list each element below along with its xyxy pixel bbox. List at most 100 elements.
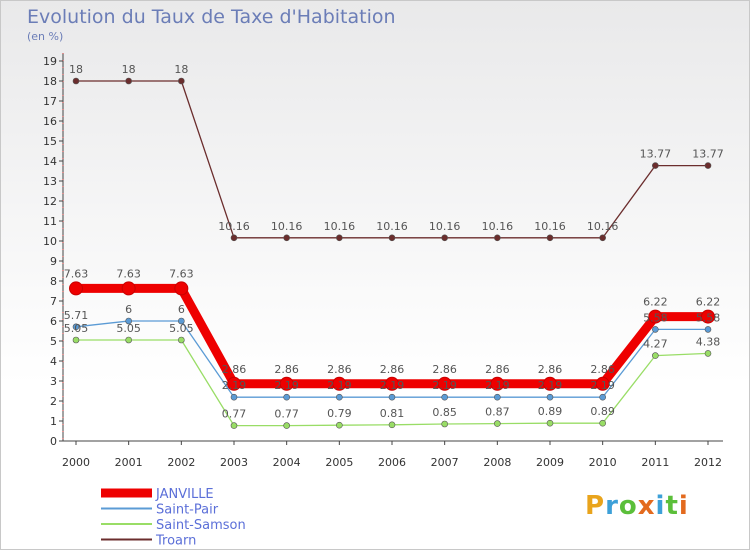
data-point-troarn <box>652 162 659 169</box>
data-label-saint-pair: 2.19 <box>274 379 299 392</box>
data-label-janville: 7.63 <box>169 267 194 280</box>
y-tick-label: 18 <box>43 75 57 88</box>
brand-letter: x <box>637 491 656 521</box>
data-point-janville <box>595 376 610 391</box>
x-tick-label: 2012 <box>694 456 722 469</box>
x-tick-label: 2000 <box>62 456 90 469</box>
data-label-saint-pair: 2.19 <box>538 379 563 392</box>
data-point-saint-samson <box>230 422 238 429</box>
data-label-saint-samson: 0.87 <box>485 406 510 419</box>
data-label-janville: 2.86 <box>222 363 247 376</box>
data-label-saint-samson: 5.05 <box>116 322 141 335</box>
brand-letter: r <box>605 491 619 521</box>
data-label-saint-pair: 6 <box>125 303 132 316</box>
data-label-janville: 2.86 <box>380 363 405 376</box>
y-tick-label: 14 <box>43 155 57 168</box>
legend-label: JANVILLE <box>155 487 214 502</box>
data-point-saint-samson <box>72 336 80 344</box>
data-label-saint-samson: 0.81 <box>380 407 405 420</box>
data-point-saint-samson <box>494 420 501 427</box>
data-label-saint-samson: 5.05 <box>169 322 194 335</box>
brand-letter: t <box>665 491 679 521</box>
y-tick-label: 6 <box>50 315 57 328</box>
data-label-saint-samson: 0.77 <box>222 408 247 421</box>
series-saint-pair <box>72 317 712 401</box>
data-label-janville: 2.86 <box>538 363 563 376</box>
y-tick-label: 11 <box>43 215 57 228</box>
data-label-troarn: 13.77 <box>692 148 724 161</box>
data-label-saint-pair: 6 <box>178 303 185 316</box>
data-point-saint-pair <box>72 323 80 331</box>
brand-letter: P <box>585 491 606 521</box>
data-label-saint-samson: 5.05 <box>64 322 89 335</box>
data-label-janville: 7.63 <box>116 267 141 280</box>
data-point-saint-samson <box>546 419 554 427</box>
data-label-troarn: 10.16 <box>218 220 250 233</box>
data-label-saint-samson: 0.89 <box>538 405 563 418</box>
data-point-saint-samson <box>388 421 396 429</box>
data-point-troarn <box>283 234 290 242</box>
data-label-janville: 2.86 <box>274 363 299 376</box>
data-label-saint-pair: 2.19 <box>222 379 247 392</box>
data-point-saint-pair <box>704 326 712 333</box>
y-tick-label: 19 <box>43 55 57 68</box>
data-point-janville <box>174 281 189 296</box>
data-point-saint-pair <box>230 393 238 401</box>
series-layer <box>69 77 715 429</box>
data-label-saint-pair: 5.58 <box>643 311 668 324</box>
data-label-troarn: 18 <box>174 63 188 76</box>
data-label-janville: 6.22 <box>696 296 721 309</box>
data-point-troarn <box>336 234 343 242</box>
series-saint-samson <box>72 336 712 429</box>
brand-letter: i <box>678 491 689 521</box>
data-labels: 18 18 18 10.16 10.16 10.16 10.16 10.16 10.16 10.1… <box>64 63 724 421</box>
data-point-troarn <box>178 77 185 85</box>
data-label-troarn: 18 <box>69 63 83 76</box>
data-label-troarn: 10.16 <box>534 220 566 233</box>
data-label-saint-pair: 5.58 <box>696 311 721 324</box>
y-tick-label: 5 <box>50 335 57 348</box>
data-point-janville <box>332 376 347 391</box>
y-tick-label: 10 <box>43 235 57 248</box>
data-label-saint-samson: 0.89 <box>590 405 615 418</box>
data-point-janville <box>490 376 505 391</box>
data-label-troarn: 10.16 <box>271 220 303 233</box>
data-point-saint-samson <box>441 420 448 428</box>
data-point-troarn <box>546 234 554 242</box>
data-point-saint-pair <box>388 393 396 401</box>
data-point-saint-pair <box>178 317 185 325</box>
data-point-saint-samson <box>125 336 132 344</box>
data-label-troarn: 10.16 <box>376 220 408 233</box>
data-point-saint-samson <box>599 419 606 427</box>
data-point-janville <box>437 376 452 391</box>
data-point-saint-pair <box>599 393 606 401</box>
data-point-troarn <box>388 234 396 242</box>
chart-subtitle: (en %) <box>27 30 64 43</box>
data-label-saint-samson: 0.85 <box>432 406 457 419</box>
x-tick-label: 2005 <box>325 456 353 469</box>
data-point-saint-samson <box>704 350 712 357</box>
data-label-janville: 7.63 <box>64 267 89 280</box>
y-tick-label: 0 <box>50 435 57 448</box>
data-point-saint-samson <box>652 352 659 359</box>
data-label-saint-pair: 2.19 <box>380 379 405 392</box>
data-label-janville: 2.86 <box>590 363 615 376</box>
data-point-saint-samson <box>283 422 290 429</box>
x-tick-label: 2010 <box>589 456 617 469</box>
data-point-saint-pair <box>336 393 343 401</box>
data-point-troarn <box>599 234 606 242</box>
data-point-troarn <box>441 234 448 242</box>
data-label-troarn: 10.16 <box>587 220 619 233</box>
data-point-janville <box>121 281 136 296</box>
data-label-saint-pair: 2.19 <box>432 379 457 392</box>
brand-letter: o <box>618 491 638 521</box>
data-label-saint-samson: 4.27 <box>643 338 668 351</box>
x-tick-label: 2006 <box>378 456 406 469</box>
data-point-troarn <box>494 234 501 242</box>
series-troarn <box>72 77 712 242</box>
data-point-saint-pair <box>283 393 290 401</box>
y-tick-label: 9 <box>50 255 57 268</box>
